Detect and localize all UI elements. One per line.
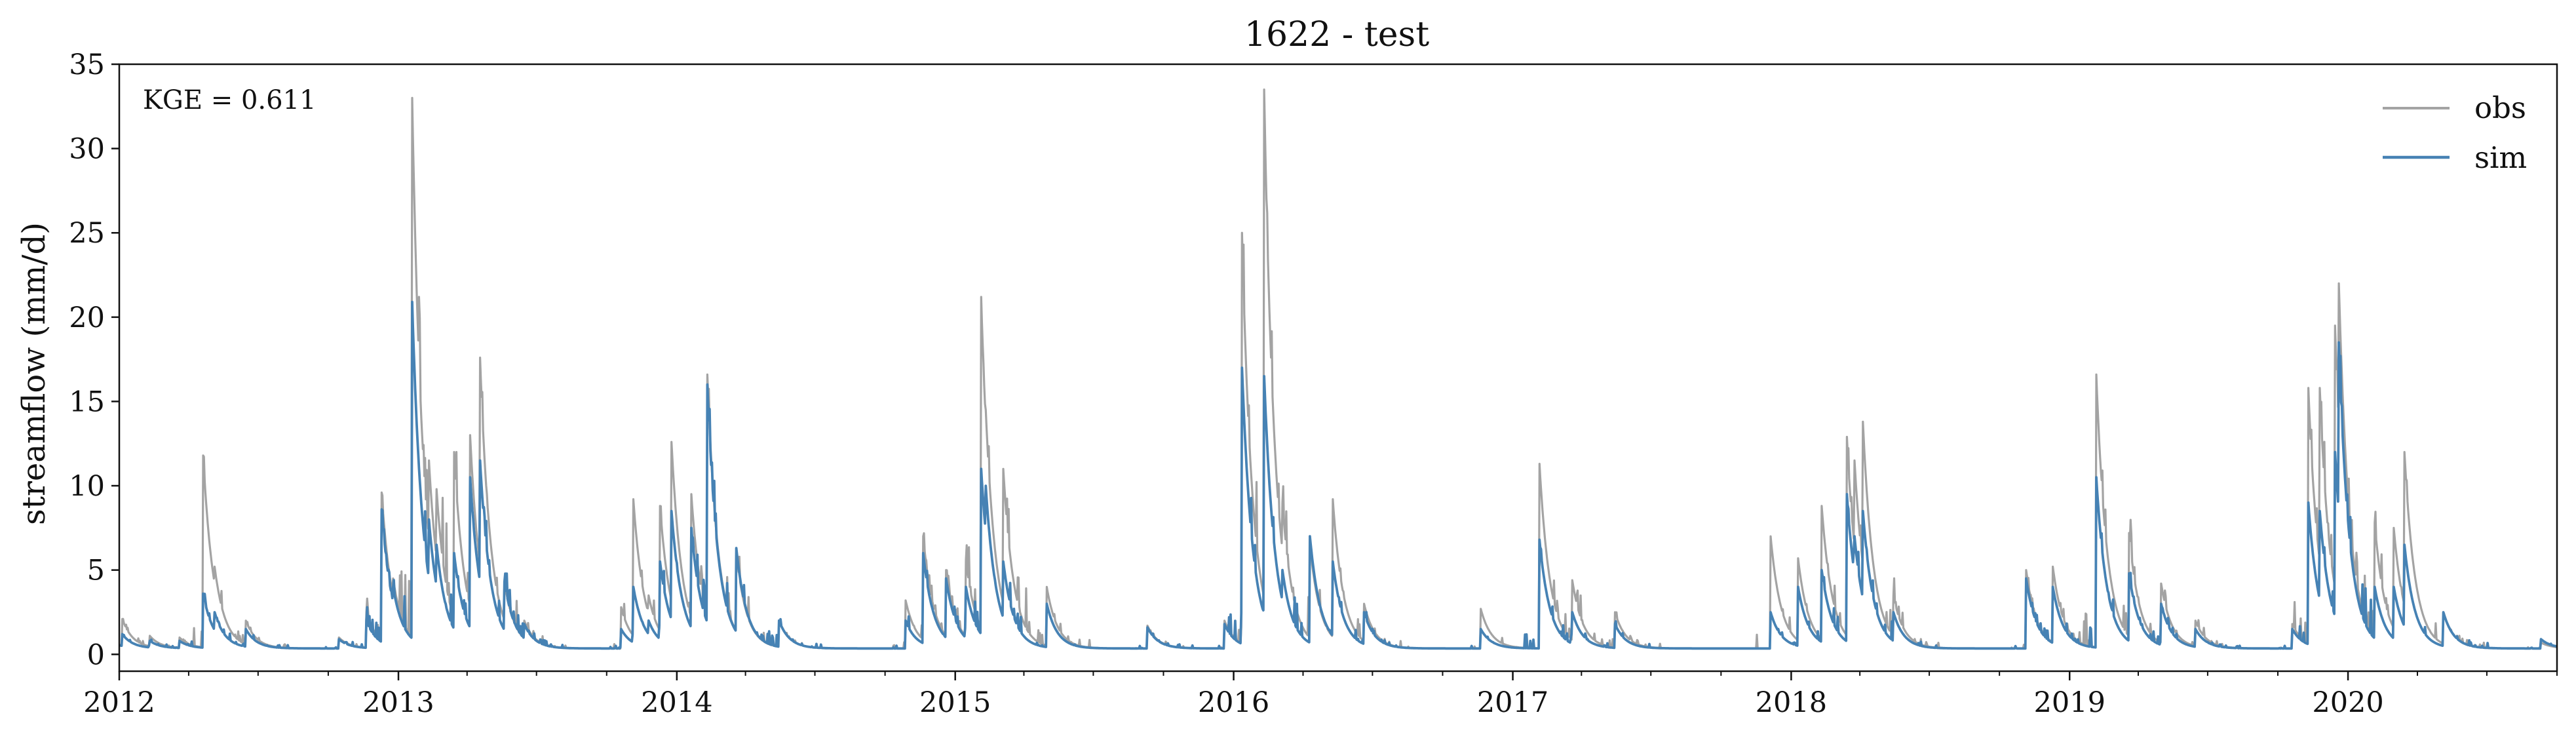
x-tick-label: 2014 <box>641 686 712 719</box>
y-tick-label: 35 <box>69 49 105 81</box>
y-tick-label: 0 <box>87 638 105 671</box>
axes: 0 5 10 15 20 25 30 35 2012 2013 2014 2015 2016 2017 20… <box>69 49 2558 719</box>
series-layer <box>119 88 2557 650</box>
x-tick-label: 2017 <box>1477 686 1548 719</box>
y-tick-label: 10 <box>69 470 105 503</box>
y-tick-label: 15 <box>69 385 105 418</box>
y-tick-label: 20 <box>69 302 105 334</box>
x-tick-label: 2016 <box>1198 686 1269 719</box>
series-line-sim <box>119 300 2557 650</box>
chart-title: 1622 - test <box>1244 15 1429 54</box>
x-tick-label: 2015 <box>919 686 991 719</box>
y-axis-label: streamflow (mm/d) <box>16 222 52 525</box>
series-line-obs <box>119 88 2557 650</box>
x-tick-label: 2012 <box>83 686 155 719</box>
y-tick-label: 25 <box>69 217 105 250</box>
plot-frame <box>118 63 2558 673</box>
legend-label-obs: obs <box>2474 90 2526 125</box>
x-tick-label: 2013 <box>362 686 434 719</box>
kge-annotation: KGE = 0.611 <box>143 85 317 115</box>
x-tick-label: 2018 <box>1756 686 1827 719</box>
legend-label-sim: sim <box>2474 140 2527 175</box>
y-tick-label: 5 <box>87 555 105 587</box>
y-tick-label: 30 <box>69 133 105 166</box>
x-tick-label: 2020 <box>2312 686 2383 719</box>
legend: obs sim <box>2383 90 2527 175</box>
x-tick-label: 2019 <box>2034 686 2105 719</box>
